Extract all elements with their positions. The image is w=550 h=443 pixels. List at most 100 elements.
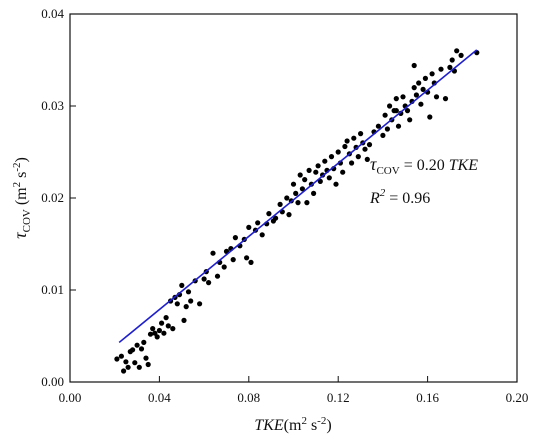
- data-point: [364, 156, 370, 162]
- y-tick-label: 0.00: [41, 374, 64, 389]
- data-point: [150, 326, 156, 332]
- y-axis-title-symbol: τ: [10, 232, 30, 239]
- x-tick-label: 0.04: [148, 390, 171, 405]
- data-point: [161, 330, 167, 336]
- data-point: [326, 175, 332, 181]
- data-point: [197, 301, 203, 307]
- data-point: [342, 143, 348, 150]
- r2-rest: = 0.96: [385, 190, 430, 207]
- data-point: [125, 364, 131, 370]
- data-point: [407, 117, 413, 123]
- data-point: [248, 259, 254, 265]
- data-point: [210, 250, 216, 256]
- data-point: [393, 108, 399, 114]
- data-point: [145, 361, 151, 368]
- fit-eq-rest: = 0.20: [400, 157, 449, 174]
- data-point: [181, 317, 187, 323]
- x-axis-title: TKE(m2 s-2): [254, 415, 331, 434]
- data-point: [335, 149, 341, 155]
- data-point: [118, 353, 124, 359]
- data-point: [366, 142, 373, 148]
- y-tick-label: 0.01: [41, 282, 64, 297]
- data-point: [170, 326, 176, 332]
- data-point: [384, 126, 390, 132]
- data-point: [438, 66, 444, 72]
- axis-tick-labels: 0.00 0.04 0.08 0.12 0.16 0.20 0.00 0.01 0.02 0.03…: [41, 6, 528, 405]
- data-point: [422, 75, 428, 81]
- data-point: [132, 360, 138, 366]
- data-point: [114, 356, 120, 362]
- x-tick-label: 0.20: [506, 390, 529, 405]
- data-point: [277, 201, 283, 207]
- data-point: [174, 301, 180, 307]
- data-point: [306, 167, 312, 173]
- data-point: [152, 330, 158, 336]
- fit-eq-var: TKE: [449, 157, 479, 174]
- data-point: [333, 181, 339, 187]
- data-point: [449, 57, 455, 63]
- data-point: [143, 355, 149, 361]
- y-tick-label: 0.02: [41, 190, 64, 205]
- data-point: [255, 220, 261, 226]
- fit-line-group: [118, 49, 478, 344]
- data-point: [313, 169, 319, 175]
- x-tick-label: 0.12: [327, 390, 350, 405]
- data-point: [393, 96, 399, 102]
- data-point: [315, 163, 321, 169]
- x-tick-label: 0.16: [416, 390, 439, 405]
- data-point: [121, 368, 127, 374]
- data-point: [400, 94, 406, 100]
- data-point: [156, 327, 162, 334]
- data-point: [134, 342, 140, 348]
- axis-ticks: [69, 13, 518, 383]
- data-point: [433, 94, 440, 100]
- x-axis-unit-close: ): [326, 417, 331, 434]
- data-point: [358, 131, 364, 137]
- data-point: [179, 282, 185, 288]
- data-point: [284, 195, 290, 201]
- data-point: [165, 323, 171, 329]
- data-point: [293, 190, 299, 196]
- data-point: [183, 304, 189, 310]
- data-point: [138, 346, 145, 352]
- data-point: [304, 200, 310, 206]
- data-point: [244, 255, 250, 261]
- data-point: [429, 71, 435, 77]
- data-point: [411, 62, 417, 69]
- data-point: [163, 315, 169, 321]
- data-point: [380, 132, 386, 138]
- fit-line: [118, 49, 478, 344]
- data-point: [413, 92, 419, 98]
- data-point: [317, 178, 323, 184]
- data-point: [273, 215, 279, 221]
- fit-equation: τCOV = 0.20 TKE: [370, 154, 478, 177]
- data-point: [344, 138, 350, 144]
- data-point: [311, 190, 317, 196]
- data-point: [185, 289, 192, 295]
- x-axis-unit-open: (m: [284, 417, 302, 434]
- data-point: [420, 86, 426, 92]
- data-point: [123, 359, 129, 365]
- y-tick-label: 0.03: [41, 98, 64, 113]
- data-point: [266, 211, 272, 217]
- y-axis-unit-mid: s: [13, 172, 30, 182]
- data-point: [141, 339, 147, 345]
- x-axis-unit-exp2: -2: [317, 415, 326, 427]
- data-point: [232, 235, 238, 241]
- data-point: [322, 158, 328, 164]
- data-point: [286, 212, 292, 218]
- data-point: [214, 273, 221, 279]
- data-point: [349, 160, 355, 166]
- data-point: [395, 123, 402, 129]
- data-point: [458, 52, 464, 59]
- data-point: [362, 146, 368, 152]
- data-point: [147, 331, 154, 337]
- x-tick-label: 0.08: [237, 390, 260, 405]
- data-point: [340, 169, 346, 175]
- y-axis-unit-exp1: 2: [11, 182, 23, 188]
- y-axis-unit-open: (m: [13, 187, 30, 209]
- data-point: [290, 181, 297, 187]
- r2-exp: 2: [380, 187, 386, 199]
- data-point: [351, 135, 357, 141]
- data-point: [454, 48, 460, 54]
